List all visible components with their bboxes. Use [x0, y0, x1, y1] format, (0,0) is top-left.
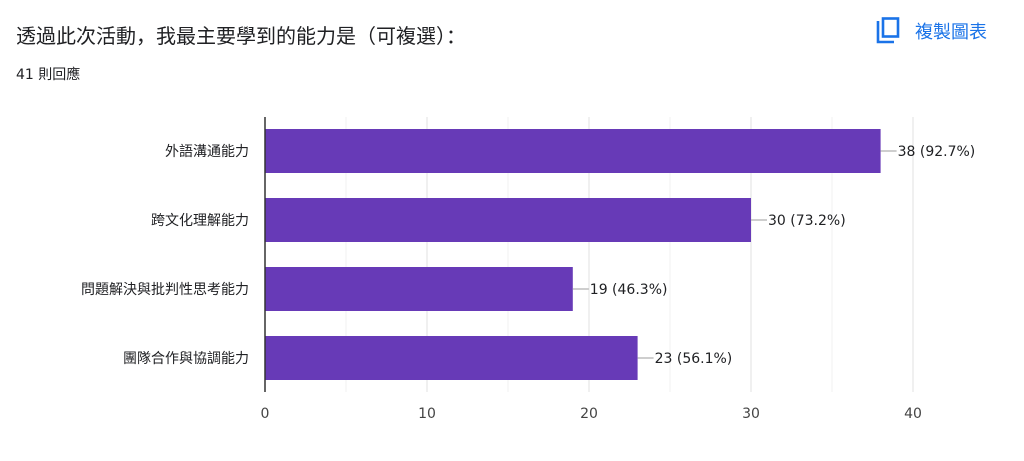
- data-label: 23 (56.1%): [655, 351, 733, 367]
- bar: [265, 129, 881, 173]
- bar: [265, 336, 638, 380]
- data-label: 30 (73.2%): [768, 213, 846, 229]
- x-tick-label: 0: [261, 406, 270, 422]
- x-tick-label: 10: [418, 406, 436, 422]
- data-label: 19 (46.3%): [590, 282, 668, 298]
- data-label: 38 (92.7%): [898, 144, 976, 160]
- x-tick-label: 20: [580, 406, 598, 422]
- bar: [265, 267, 573, 311]
- response-count: 41 則回應: [16, 67, 81, 83]
- category-label: 團隊合作與協調能力: [123, 351, 249, 367]
- x-tick-label: 30: [742, 406, 760, 422]
- copy-icon: [876, 17, 900, 44]
- x-tick-label: 40: [904, 406, 922, 422]
- bar: [265, 198, 751, 242]
- question-title: 透過此次活動，我最主要學到的能力是（可複選）：: [16, 24, 466, 48]
- copy-chart-label: 複製圖表: [915, 22, 987, 43]
- category-label: 跨文化理解能力: [151, 213, 249, 229]
- category-label: 外語溝通能力: [165, 144, 249, 160]
- copy-chart-button[interactable]: 複製圖表: [875, 14, 987, 48]
- category-label: 問題解決與批判性思考能力: [81, 282, 249, 298]
